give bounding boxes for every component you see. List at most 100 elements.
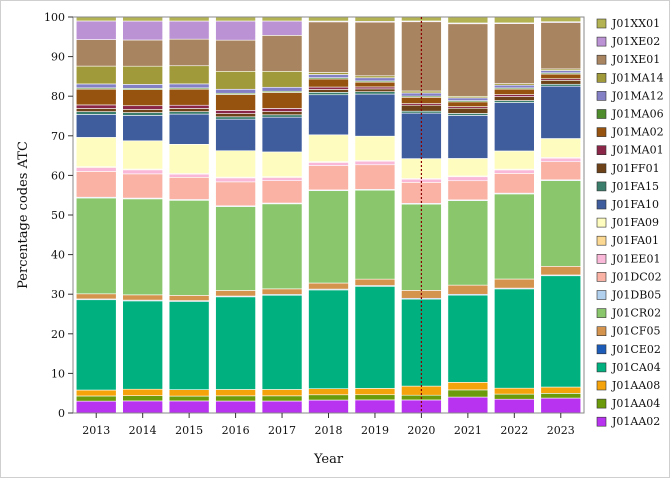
bar-segment-j01ma14-2014 (122, 65, 163, 85)
bar-segment-j01ca04-2019 (354, 285, 396, 389)
y-tick-label-90: 90 (51, 51, 65, 64)
legend-swatch-j01cf05 (596, 326, 607, 337)
bar-segment-j01cf05-2023 (540, 266, 582, 276)
bar-segment-j01fa15-2019 (354, 91, 396, 95)
bar-segment-j01aa02-2014 (122, 400, 163, 414)
x-tick-label-2017: 2017 (268, 424, 296, 437)
bar-segment-j01fa09-2023 (540, 138, 582, 158)
legend-label-j01aa02: J01AA02 (611, 415, 660, 428)
legend-swatch-j01xe02 (596, 36, 607, 47)
bar-segment-j01ma02-2016 (215, 94, 256, 111)
bar-segment-j01dc02-2023 (540, 161, 582, 181)
legend-swatch-j01fa01 (596, 235, 607, 246)
legend-swatch-j01aa08 (596, 380, 607, 391)
bar-segment-j01ff01-2021 (447, 107, 489, 114)
bar-segment-j01xe01-2015 (168, 38, 210, 67)
legend-label-j01cf05: J01CF05 (611, 325, 660, 338)
legend-label-j01ma14: J01MA14 (611, 71, 664, 84)
x-tick-label-2020: 2020 (407, 424, 435, 437)
bar-segment-j01xe01-2013 (75, 39, 117, 67)
bar-segment-j01dc02-2016 (215, 181, 256, 207)
y-axis: 0 10 20 30 40 50 60 70 80 90 100 (44, 11, 73, 420)
bar-segment-j01aa02-2017 (261, 400, 303, 414)
legend-label-j01ce02: J01CE02 (611, 343, 661, 356)
legend-swatch-j01ma06 (596, 109, 607, 119)
bar-segment-j01ca04-2015 (168, 301, 210, 390)
y-tick-label-80: 80 (51, 90, 65, 103)
bar-segment-j01ma12-2019 (354, 77, 396, 82)
bar-segment-j01fa15-2016 (215, 116, 256, 120)
bar-segment-j01cf05-2014 (122, 294, 163, 301)
y-tick-label-60: 60 (51, 169, 65, 182)
legend-swatch-j01ma12 (596, 91, 607, 101)
legend: J01XX01 J01XE02 J01XE01 J01MA14 J01MA12 J01MA… (596, 17, 664, 428)
bar-segment-j01ca04-2023 (540, 275, 582, 388)
bar-segment-j01cr02-2022 (494, 193, 535, 280)
bar-segment-j01fa10-2013 (75, 114, 117, 138)
x-tick-label-2014: 2014 (129, 424, 157, 437)
legend-label-j01aa08: J01AA08 (611, 379, 660, 392)
bar-segment-j01dc02-2021 (447, 180, 489, 201)
legend-swatch-j01ma01 (596, 145, 607, 155)
bar-segment-j01aa04-2018 (308, 394, 349, 401)
bar-segment-j01dc02-2017 (261, 180, 303, 204)
bar-segment-j01aa02-2015 (168, 400, 210, 414)
bar-segment-j01dc02-2014 (122, 173, 163, 199)
bar-segment-j01xx01-2016 (215, 16, 256, 22)
bar-segment-j01fa09-2013 (75, 137, 117, 167)
legend-label-j01fa10: J01FA10 (611, 198, 659, 211)
bar-segment-j01fa15-2015 (168, 111, 210, 115)
bar-segment-j01ee01-2013 (75, 167, 117, 172)
bar-segment-j01fa10-2020 (401, 112, 442, 159)
legend-swatch-j01xe01 (596, 54, 607, 65)
bar-segment-j01ma12-2018 (308, 74, 349, 79)
bar-segment-j01ma14-2013 (75, 65, 117, 85)
legend-label-j01ca04: J01CA04 (611, 361, 661, 374)
bar-segment-j01ca04-2021 (447, 294, 489, 383)
bar-segment-j01aa04-2016 (215, 395, 256, 402)
bar-segment-j01xx01-2018 (308, 16, 349, 22)
bar-segment-j01ma14-2018 (308, 72, 349, 75)
bar-segment-j01aa08-2017 (261, 389, 303, 397)
bar-segment-j01ma02-2019 (354, 81, 396, 88)
bar-segment-j01cr02-2019 (354, 189, 396, 280)
bar-segment-j01ma12-2013 (75, 83, 117, 89)
bar-segment-j01cf05-2019 (354, 278, 396, 286)
bar-segment-j01xx01-2015 (168, 16, 210, 22)
bar-segment-j01xe01-2014 (122, 39, 163, 67)
bar-segment-j01aa08-2021 (447, 382, 489, 391)
y-tick-label-10: 10 (51, 367, 65, 380)
bar-segment-j01xe01-2017 (261, 35, 303, 72)
x-tick-label-2016: 2016 (222, 424, 250, 437)
bar-segment-j01fa09-2015 (168, 144, 210, 174)
legend-label-j01ma12: J01MA12 (611, 89, 664, 102)
bar-segment-j01xx01-2013 (75, 16, 117, 22)
bar-segment-j01ma02-2022 (494, 88, 535, 95)
bar-segment-j01aa02-2013 (75, 400, 117, 414)
legend-swatch-j01ee01 (596, 254, 607, 264)
legend-swatch-j01aa02 (596, 416, 607, 427)
x-tick-label-2013: 2013 (82, 424, 110, 437)
legend-swatch-j01db05 (596, 290, 607, 300)
bar-segment-j01cr02-2018 (308, 190, 349, 284)
bar-segment-j01aa08-2022 (494, 387, 535, 395)
bar-segment-j01ff01-2013 (75, 108, 117, 112)
bar-segment-j01ma12-2016 (215, 88, 256, 94)
legend-label-j01ff01: J01FF01 (611, 162, 660, 175)
legend-swatch-j01dc02 (596, 272, 607, 282)
bar-segment-j01aa08-2023 (540, 386, 582, 394)
bar-segment-j01ee01-2017 (261, 177, 303, 181)
legend-label-j01cr02: J01CR02 (611, 307, 661, 320)
bar-segment-j01fa10-2014 (122, 115, 163, 142)
bar-segment-j01ee01-2015 (168, 173, 210, 178)
bar-segment-j01cr02-2023 (540, 180, 582, 267)
bar-segment-j01xx01-2023 (540, 16, 582, 23)
bar-segment-j01cr02-2015 (168, 199, 210, 296)
bar-segment-j01ff01-2015 (168, 108, 210, 112)
bar-segment-j01ma02-2014 (122, 89, 163, 107)
bar-segment-j01dc02-2022 (494, 173, 535, 194)
bar-segment-j01xx01-2014 (122, 16, 163, 22)
y-tick-label-30: 30 (51, 288, 65, 301)
bar-segment-j01aa08-2014 (122, 388, 163, 396)
bar-segment-j01cf05-2021 (447, 284, 489, 295)
